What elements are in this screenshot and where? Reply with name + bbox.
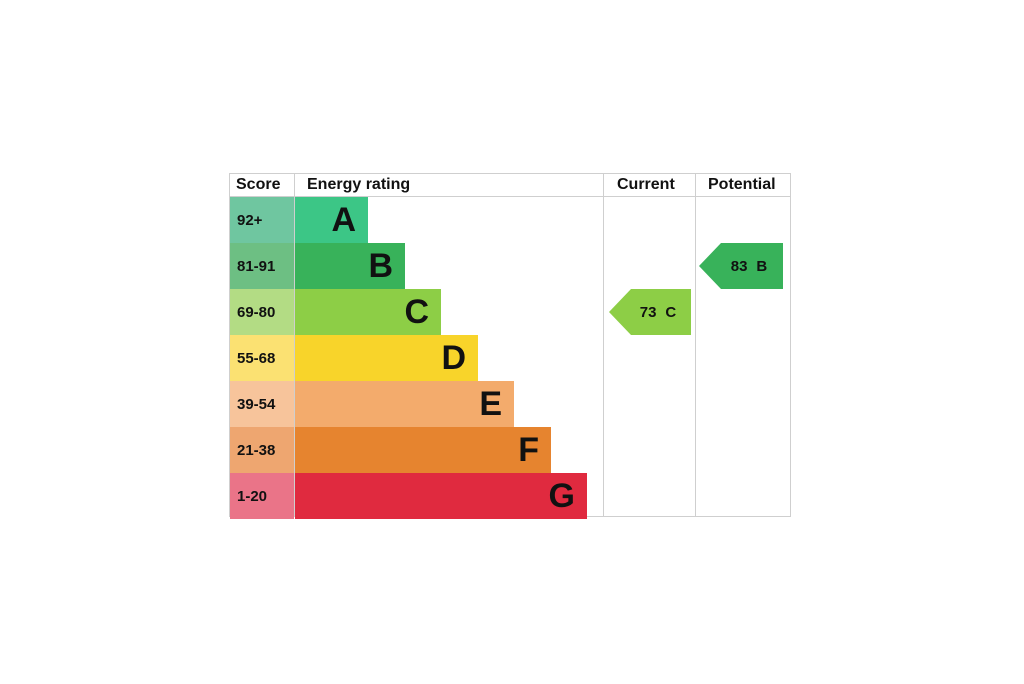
rating-bar-a: A bbox=[295, 197, 368, 243]
potential-rating-letter: B bbox=[756, 257, 768, 275]
current-rating-arrow: 73 C bbox=[609, 289, 691, 335]
score-header: Score bbox=[236, 176, 281, 193]
score-cell-d: 55-68 bbox=[230, 335, 294, 381]
score-column-divider bbox=[294, 174, 295, 516]
score-cell-e: 39-54 bbox=[230, 381, 294, 427]
header-divider bbox=[230, 196, 790, 197]
potential-rating-value: 83 bbox=[730, 257, 748, 275]
potential-column-divider bbox=[695, 174, 696, 516]
rating-bar-f: F bbox=[295, 427, 551, 473]
score-cell-g: 1-20 bbox=[230, 473, 294, 519]
rating-bar-c: C bbox=[295, 289, 441, 335]
score-cell-b: 81-91 bbox=[230, 243, 294, 289]
potential-header: Potential bbox=[708, 176, 776, 193]
energy-rating-header: Energy rating bbox=[307, 176, 411, 193]
current-column-divider bbox=[603, 174, 604, 516]
rating-bar-d: D bbox=[295, 335, 478, 381]
score-cell-f: 21-38 bbox=[230, 427, 294, 473]
rating-bar-g: G bbox=[295, 473, 587, 519]
current-rating-value: 73 bbox=[639, 303, 657, 321]
rating-bar-e: E bbox=[295, 381, 514, 427]
current-rating-letter: C bbox=[665, 303, 677, 321]
epc-chart: Score Energy rating Current Potential 92… bbox=[229, 173, 791, 519]
score-cell-a: 92+ bbox=[230, 197, 294, 243]
current-header: Current bbox=[617, 176, 675, 193]
potential-rating-arrow: 83 B bbox=[699, 243, 783, 289]
score-cell-c: 69-80 bbox=[230, 289, 294, 335]
rating-bar-b: B bbox=[295, 243, 405, 289]
